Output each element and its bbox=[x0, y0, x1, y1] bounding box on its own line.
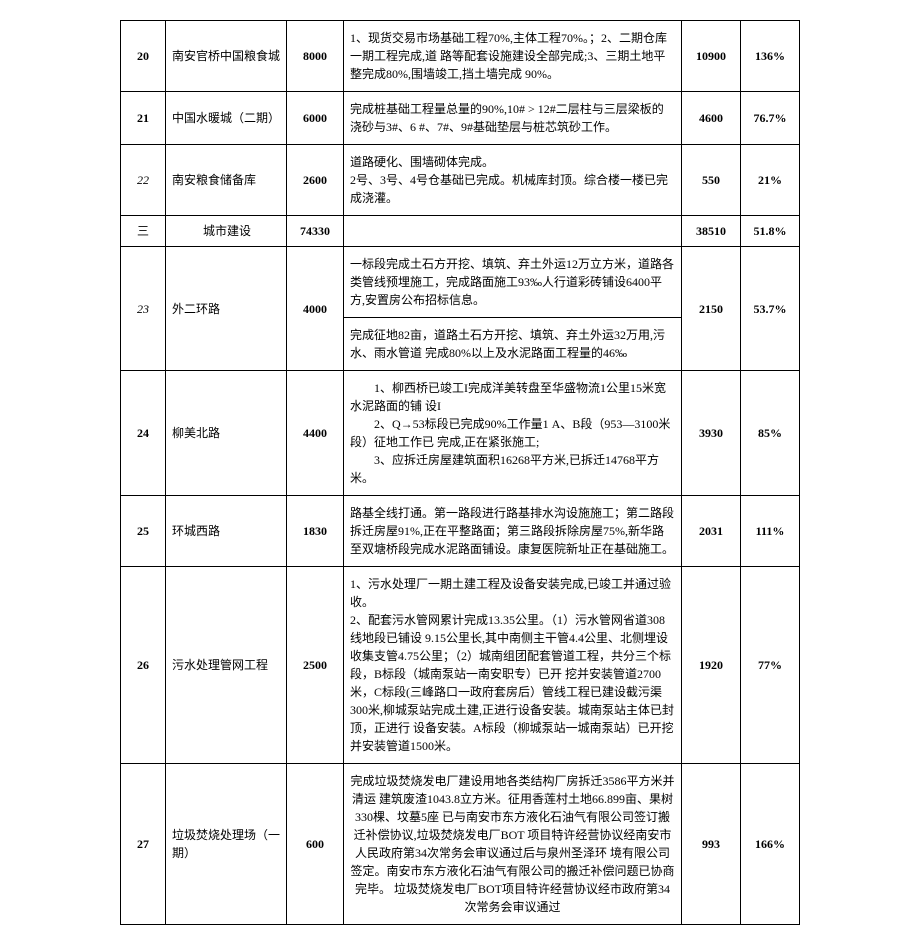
row-percent: 21% bbox=[741, 145, 800, 216]
table-row: 22南安粮食储备库2600道路硬化、围墙砌体完成。2号、3号、4号仓基础已完成。… bbox=[121, 145, 800, 216]
row-index: 22 bbox=[121, 145, 166, 216]
row-index: 20 bbox=[121, 21, 166, 92]
row-value-1: 600 bbox=[287, 764, 344, 925]
row-description: 一标段完成土石方开挖、填筑、弃土外运12万立方米，道路各类管线预埋施工，完成路面… bbox=[344, 247, 682, 318]
row-name: 垃圾焚烧处理场（一期） bbox=[166, 764, 287, 925]
row-value-2: 2031 bbox=[682, 496, 741, 567]
row-value-2: 1920 bbox=[682, 567, 741, 764]
row-value-2: 550 bbox=[682, 145, 741, 216]
row-value-1: 4400 bbox=[287, 371, 344, 496]
table-row: 24柳美北路4400 1、柳西桥已竣工I完成洋美转盘至华盛物流1公里15米宽水泥… bbox=[121, 371, 800, 496]
row-name: 环城西路 bbox=[166, 496, 287, 567]
table-row: 21中国水暖城（二期）6000完成桩基础工程量总量的90%,10# > 12#二… bbox=[121, 92, 800, 145]
row-name: 城市建设 bbox=[166, 216, 287, 247]
table-row: 三城市建设74330 3851051.8% bbox=[121, 216, 800, 247]
table-row: 23外二环路4000一标段完成土石方开挖、填筑、弃土外运12万立方米，道路各类管… bbox=[121, 247, 800, 318]
row-value-2: 3930 bbox=[682, 371, 741, 496]
row-name: 污水处理管网工程 bbox=[166, 567, 287, 764]
table-row: 25环城西路1830路基全线打通。第一路段进行路基排水沟设施施工；第二路段拆迁房… bbox=[121, 496, 800, 567]
row-index: 24 bbox=[121, 371, 166, 496]
row-description: 1、污水处理厂一期土建工程及设备安装完成,已竣工并通过验收。2、配套污水管网累计… bbox=[344, 567, 682, 764]
row-percent: 53.7% bbox=[741, 247, 800, 371]
row-name: 柳美北路 bbox=[166, 371, 287, 496]
row-description: 1、柳西桥已竣工I完成洋美转盘至华盛物流1公里15米宽水泥路面的铺 设I 2、Q… bbox=[344, 371, 682, 496]
row-percent: 51.8% bbox=[741, 216, 800, 247]
row-index: 26 bbox=[121, 567, 166, 764]
row-value-1: 4000 bbox=[287, 247, 344, 371]
row-value-2: 993 bbox=[682, 764, 741, 925]
table-row: 27垃圾焚烧处理场（一期）600完成垃圾焚烧发电厂建设用地各类结构厂房拆迁358… bbox=[121, 764, 800, 925]
row-percent: 136% bbox=[741, 21, 800, 92]
row-description: 路基全线打通。第一路段进行路基排水沟设施施工；第二路段拆迁房屋91%,正在平整路… bbox=[344, 496, 682, 567]
table-row: 20南安官桥中国粮食城80001、现货交易市场基础工程70%,主体工程70%。；… bbox=[121, 21, 800, 92]
row-description: 道路硬化、围墙砌体完成。2号、3号、4号仓基础已完成。机械库封顶。综合楼一楼已完… bbox=[344, 145, 682, 216]
row-value-1: 6000 bbox=[287, 92, 344, 145]
table-row: 26污水处理管网工程25001、污水处理厂一期土建工程及设备安装完成,已竣工并通… bbox=[121, 567, 800, 764]
project-table: 20南安官桥中国粮食城80001、现货交易市场基础工程70%,主体工程70%。；… bbox=[120, 20, 800, 925]
row-percent: 111% bbox=[741, 496, 800, 567]
row-value-1: 2500 bbox=[287, 567, 344, 764]
row-description bbox=[344, 216, 682, 247]
row-value-2: 4600 bbox=[682, 92, 741, 145]
row-index: 27 bbox=[121, 764, 166, 925]
row-description: 完成桩基础工程量总量的90%,10# > 12#二层柱与三层梁板的浇砂与3#、6… bbox=[344, 92, 682, 145]
row-percent: 85% bbox=[741, 371, 800, 496]
row-index: 三 bbox=[121, 216, 166, 247]
row-index: 25 bbox=[121, 496, 166, 567]
row-description: 1、现货交易市场基础工程70%,主体工程70%。；2、二期仓库一期工程完成,道 … bbox=[344, 21, 682, 92]
row-description: 完成征地82亩，道路土石方开挖、填筑、弃土外运32万用,污水、雨水管道 完成80… bbox=[344, 318, 682, 371]
row-value-1: 8000 bbox=[287, 21, 344, 92]
row-percent: 76.7% bbox=[741, 92, 800, 145]
row-name: 外二环路 bbox=[166, 247, 287, 371]
row-name: 南安官桥中国粮食城 bbox=[166, 21, 287, 92]
row-value-2: 38510 bbox=[682, 216, 741, 247]
row-value-1: 74330 bbox=[287, 216, 344, 247]
row-value-2: 2150 bbox=[682, 247, 741, 371]
row-index: 21 bbox=[121, 92, 166, 145]
row-percent: 166% bbox=[741, 764, 800, 925]
row-description: 完成垃圾焚烧发电厂建设用地各类结构厂房拆迁3586平方米并清运 建筑废渣1043… bbox=[344, 764, 682, 925]
row-percent: 77% bbox=[741, 567, 800, 764]
row-value-2: 10900 bbox=[682, 21, 741, 92]
row-name: 南安粮食储备库 bbox=[166, 145, 287, 216]
row-name: 中国水暖城（二期） bbox=[166, 92, 287, 145]
row-value-1: 1830 bbox=[287, 496, 344, 567]
row-index: 23 bbox=[121, 247, 166, 371]
row-value-1: 2600 bbox=[287, 145, 344, 216]
